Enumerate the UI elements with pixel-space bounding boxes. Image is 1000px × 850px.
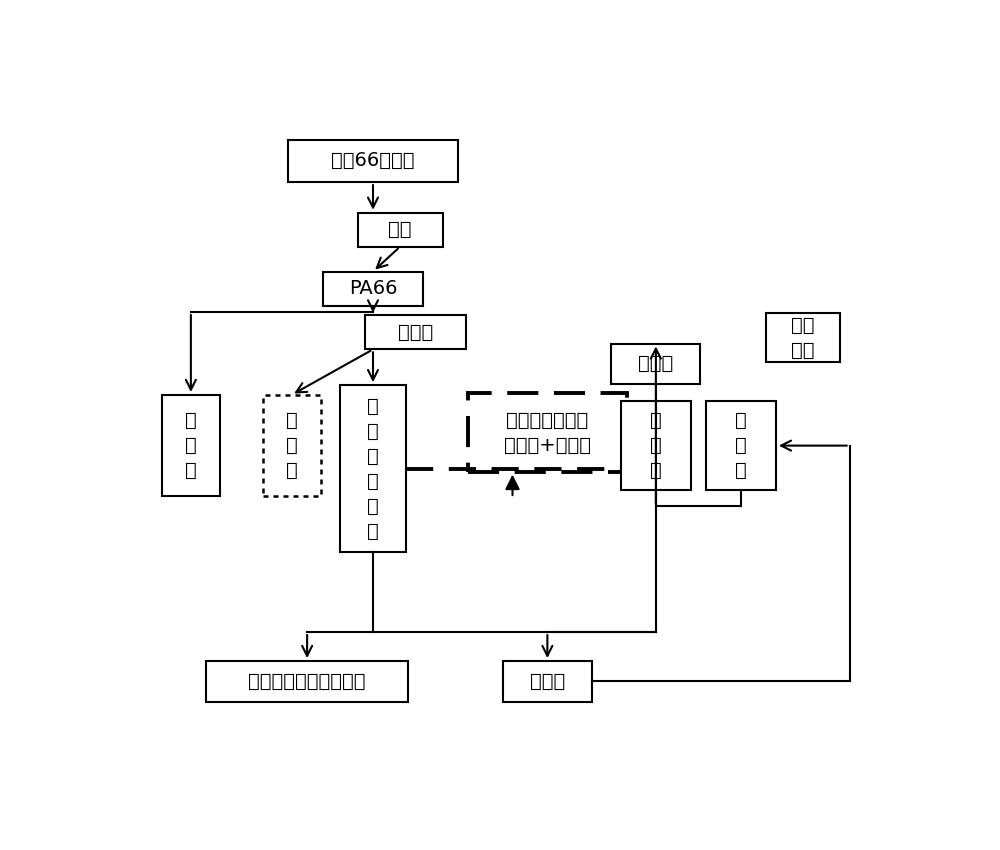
Text: 聚六亚甲基双胍
硫酸盐+硫酸铵: 聚六亚甲基双胍 硫酸盐+硫酸铵 xyxy=(504,411,591,455)
Bar xyxy=(340,385,406,552)
Bar xyxy=(503,661,592,701)
Bar xyxy=(358,212,443,246)
Text: 己
二
酸: 己 二 酸 xyxy=(185,411,197,480)
Text: 己
二
胺
硫
酸
盐: 己 二 胺 硫 酸 盐 xyxy=(367,396,379,541)
Bar xyxy=(288,139,458,182)
Text: 预处理: 预处理 xyxy=(398,323,433,342)
Bar xyxy=(766,313,840,362)
Text: 硫酸胍: 硫酸胍 xyxy=(638,354,674,373)
Text: 硫酸铵: 硫酸铵 xyxy=(530,672,565,691)
Bar xyxy=(206,661,408,701)
Text: 纯化
回用: 纯化 回用 xyxy=(791,315,815,360)
Text: 己
二
胺: 己 二 胺 xyxy=(286,411,298,480)
Bar xyxy=(611,343,700,384)
Text: 分离: 分离 xyxy=(388,220,412,239)
Bar xyxy=(706,401,776,490)
Bar xyxy=(621,401,691,490)
Bar xyxy=(468,394,627,472)
Bar xyxy=(365,315,466,349)
Bar xyxy=(323,271,423,305)
Text: 硫
酸
铵: 硫 酸 铵 xyxy=(735,411,747,480)
Text: 尼龙66废弃物: 尼龙66废弃物 xyxy=(331,151,415,170)
Text: 双
氰
胺: 双 氰 胺 xyxy=(650,411,662,480)
Text: PA66: PA66 xyxy=(349,279,397,298)
Bar xyxy=(162,395,220,496)
Text: 聚六亚甲基单胍硫酸盐: 聚六亚甲基单胍硫酸盐 xyxy=(248,672,366,691)
Bar xyxy=(263,395,321,496)
